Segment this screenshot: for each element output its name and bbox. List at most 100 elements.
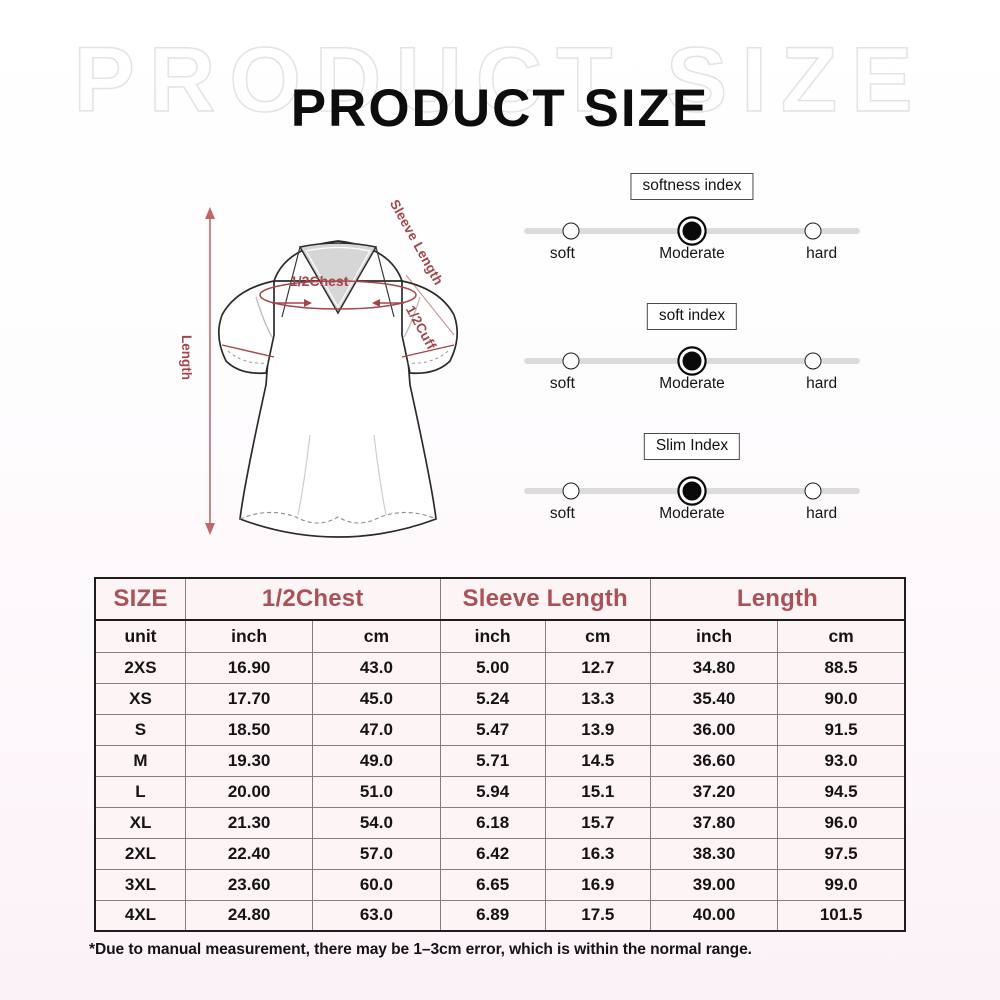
dress-measurement-diagram: Sleeve Length 1/2Cuff 1/2Chest Length xyxy=(178,185,498,545)
group-header-sleeve: Sleeve Length xyxy=(439,577,651,621)
cell-value: 16.9 xyxy=(544,868,651,901)
cell-value: 47.0 xyxy=(312,713,441,746)
size-chart-table: SIZE 1/2Chest Sleeve Length Length unit i… xyxy=(94,577,906,932)
cell-value: 35.40 xyxy=(649,682,779,715)
table-group-header-row: SIZE 1/2Chest Sleeve Length Length xyxy=(94,577,906,621)
cell-value: 45.0 xyxy=(312,682,441,715)
cell-value: 34.80 xyxy=(649,651,779,684)
cell-value: 60.0 xyxy=(312,868,441,901)
table-row: 2XS 16.90 43.0 5.00 12.7 34.80 88.5 xyxy=(94,651,906,684)
slider-thumb-soft[interactable] xyxy=(562,352,580,370)
cell-value: 5.24 xyxy=(439,682,546,715)
label-half-chest: 1/2Chest xyxy=(290,273,349,289)
cell-size: XL xyxy=(94,806,186,839)
cell-value: 91.5 xyxy=(777,713,906,746)
cell-size: 3XL xyxy=(94,868,186,901)
cell-value: 5.94 xyxy=(439,775,546,808)
slider-thumb-hard[interactable] xyxy=(804,482,822,500)
cell-value: 16.90 xyxy=(184,651,314,684)
page-title: PRODUCT SIZE xyxy=(290,79,710,138)
cell-value: 19.30 xyxy=(184,744,314,777)
slider-soft-index[interactable]: soft index soft Moderate hard xyxy=(512,303,872,433)
cell-value: 38.30 xyxy=(649,837,779,870)
measurement-disclaimer: *Due to manual measurement, there may be… xyxy=(89,941,752,958)
cell-size: S xyxy=(94,713,186,746)
size-table-section: SIZE 1/2Chest Sleeve Length Length unit i… xyxy=(0,577,1000,959)
cell-value: 97.5 xyxy=(777,837,906,870)
cell-size: 2XL xyxy=(94,837,186,870)
tick-soft: soft xyxy=(549,505,575,522)
watermark-text: PRODUCT SIZE xyxy=(73,29,927,131)
slider-track[interactable] xyxy=(524,348,860,374)
tick-moderate: Moderate xyxy=(659,375,725,392)
table-row: M 19.30 49.0 5.71 14.5 36.60 93.0 xyxy=(94,744,906,777)
cell-value: 40.00 xyxy=(649,899,779,932)
slider-thumb-moderate[interactable] xyxy=(679,218,705,244)
group-header-length: Length xyxy=(649,577,906,621)
table-body: unit inch cm inch cm inch cm 2XS 16.90 43.0 5.00 12… xyxy=(94,619,906,932)
slider-thumb-moderate[interactable] xyxy=(679,478,705,504)
cell-size: 4XL xyxy=(94,899,186,932)
cell-value: 37.20 xyxy=(649,775,779,808)
cell-size: XS xyxy=(94,682,186,715)
slider-track[interactable] xyxy=(524,478,860,504)
tick-hard: hard xyxy=(806,245,838,262)
tick-hard: hard xyxy=(806,505,838,522)
label-length: Length xyxy=(179,335,194,380)
cell-value: 88.5 xyxy=(777,651,906,684)
cell-value: 5.00 xyxy=(439,651,546,684)
slider-softness-index[interactable]: softness index soft Moderate hard xyxy=(512,173,872,303)
cell-value: 21.30 xyxy=(184,806,314,839)
cell-value: 49.0 xyxy=(312,744,441,777)
cell-value: 17.5 xyxy=(544,899,651,932)
table-row: XL 21.30 54.0 6.18 15.7 37.80 96.0 xyxy=(94,806,906,839)
table-unit-row: unit inch cm inch cm inch cm xyxy=(94,619,906,653)
middle-section: Sleeve Length 1/2Cuff 1/2Chest Length so… xyxy=(0,165,1000,565)
cell-value: 13.3 xyxy=(544,682,651,715)
title-section: PRODUCT SIZE PRODUCT SIZE xyxy=(0,0,1000,165)
cell-value: 54.0 xyxy=(312,806,441,839)
cell-value: 90.0 xyxy=(777,682,906,715)
table-row: 3XL 23.60 60.0 6.65 16.9 39.00 99.0 xyxy=(94,868,906,901)
cell-value: 15.7 xyxy=(544,806,651,839)
cell-value: 5.71 xyxy=(439,744,546,777)
table-row: XS 17.70 45.0 5.24 13.3 35.40 90.0 xyxy=(94,682,906,715)
cell-value: 101.5 xyxy=(777,899,906,932)
slider-tick-labels: soft Moderate hard xyxy=(512,245,872,267)
cell-value: 57.0 xyxy=(312,837,441,870)
cell-value: 23.60 xyxy=(184,868,314,901)
slider-thumb-hard[interactable] xyxy=(804,352,822,370)
cell-value: 17.70 xyxy=(184,682,314,715)
cell-value: 18.50 xyxy=(184,713,314,746)
cell-value: 15.1 xyxy=(544,775,651,808)
cell-value: 6.65 xyxy=(439,868,546,901)
tick-hard: hard xyxy=(806,375,838,392)
slider-thumb-soft[interactable] xyxy=(562,482,580,500)
slider-thumb-hard[interactable] xyxy=(804,222,822,240)
tick-moderate: Moderate xyxy=(659,245,725,262)
cell-value: 6.18 xyxy=(439,806,546,839)
cell-value: 51.0 xyxy=(312,775,441,808)
cell-value: 63.0 xyxy=(312,899,441,932)
cell-size: L xyxy=(94,775,186,808)
group-header-size: SIZE xyxy=(94,577,186,621)
cell-value: 43.0 xyxy=(312,651,441,684)
tick-moderate: Moderate xyxy=(659,505,725,522)
unit-size: unit xyxy=(94,619,186,653)
cell-size: 2XS xyxy=(94,651,186,684)
slider-thumb-soft[interactable] xyxy=(562,222,580,240)
index-sliders-group: softness index soft Moderate hard soft i… xyxy=(512,173,872,563)
cell-size: M xyxy=(94,744,186,777)
table-row: S 18.50 47.0 5.47 13.9 36.00 91.5 xyxy=(94,713,906,746)
cell-value: 39.00 xyxy=(649,868,779,901)
slider-track[interactable] xyxy=(524,218,860,244)
slider-title: Slim Index xyxy=(643,433,741,460)
cell-value: 96.0 xyxy=(777,806,906,839)
unit-chest-inch: inch xyxy=(184,619,314,653)
cell-value: 6.42 xyxy=(439,837,546,870)
table-row: 4XL 24.80 63.0 6.89 17.5 40.00 101.5 xyxy=(94,899,906,932)
cell-value: 20.00 xyxy=(184,775,314,808)
slider-thumb-moderate[interactable] xyxy=(679,348,705,374)
slider-slim-index[interactable]: Slim Index soft Moderate hard xyxy=(512,433,872,563)
unit-length-inch: inch xyxy=(649,619,779,653)
